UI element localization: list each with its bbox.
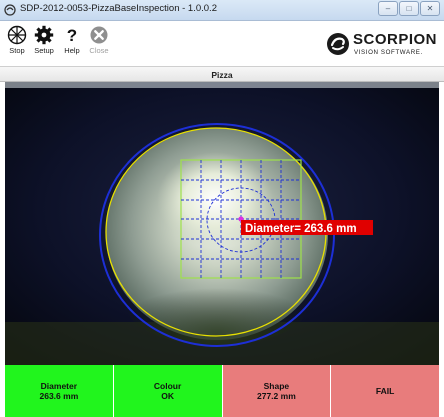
scorpion-logo-icon — [327, 33, 349, 55]
measurement-label-text: Diameter= 263.6 mm — [245, 223, 357, 235]
logo-tagline: VISION SOFTWARE. — [354, 49, 423, 56]
gear-icon — [34, 25, 54, 45]
help-icon: ? — [67, 26, 77, 45]
result-shape-name: Shape — [263, 381, 290, 391]
minimize-button[interactable]: – — [378, 1, 398, 16]
result-overall-status: FAIL — [375, 386, 395, 396]
minimize-icon: – — [385, 4, 391, 13]
help-button[interactable]: ? Help — [60, 25, 84, 55]
close-icon — [90, 26, 108, 44]
result-shape: Shape 277.2 mm — [222, 365, 332, 417]
inspection-image: Diameter= 263.6 mm — [5, 82, 439, 365]
result-diameter: Diameter 263.6 mm — [5, 365, 114, 417]
setup-button[interactable]: Setup — [32, 25, 56, 55]
scorpion-logo: SCORPION VISION SOFTWARE. — [326, 31, 438, 59]
stop-icon — [7, 25, 27, 45]
maximize-button[interactable]: □ — [399, 1, 419, 16]
result-diameter-value: 263.6 mm — [39, 391, 79, 401]
app-icon — [4, 4, 16, 16]
result-colour-name: Colour — [153, 381, 182, 391]
stop-button[interactable]: Stop — [5, 25, 29, 55]
results-bar: Diameter 263.6 mm Colour OK Shape 277.2 … — [5, 365, 439, 417]
window-title: SDP-2012-0053-PizzaBaseInspection - 1.0.… — [20, 3, 217, 14]
toolbar: Stop Setup ? Help — [0, 21, 444, 65]
result-colour-value: OK — [161, 391, 174, 401]
maximize-icon: □ — [406, 4, 412, 13]
stop-label: Stop — [9, 46, 25, 55]
result-diameter-name: Diameter — [40, 381, 78, 391]
title-bar: SDP-2012-0053-PizzaBaseInspection - 1.0.… — [0, 0, 444, 21]
logo-name: SCORPION — [353, 31, 438, 48]
image-top-band — [5, 82, 439, 88]
camera-image-view[interactable]: Diameter= 263.6 mm — [5, 82, 439, 365]
result-shape-value: 277.2 mm — [257, 391, 296, 401]
close-window-icon: ✕ — [426, 4, 434, 13]
result-overall: FAIL — [331, 365, 439, 417]
pizza-base-shadow — [127, 269, 307, 345]
setup-label: Setup — [34, 46, 54, 55]
window-controls: – □ ✕ — [378, 1, 440, 17]
svg-text:?: ? — [67, 26, 77, 45]
help-label: Help — [64, 46, 80, 55]
measurement-label: Diameter= 263.6 mm — [241, 220, 373, 235]
close-window-button[interactable]: ✕ — [420, 1, 440, 16]
close-button[interactable]: Close — [87, 25, 111, 55]
close-label: Close — [89, 46, 109, 55]
result-colour: Colour OK — [113, 365, 223, 417]
panel-title: Pizza — [0, 66, 444, 82]
